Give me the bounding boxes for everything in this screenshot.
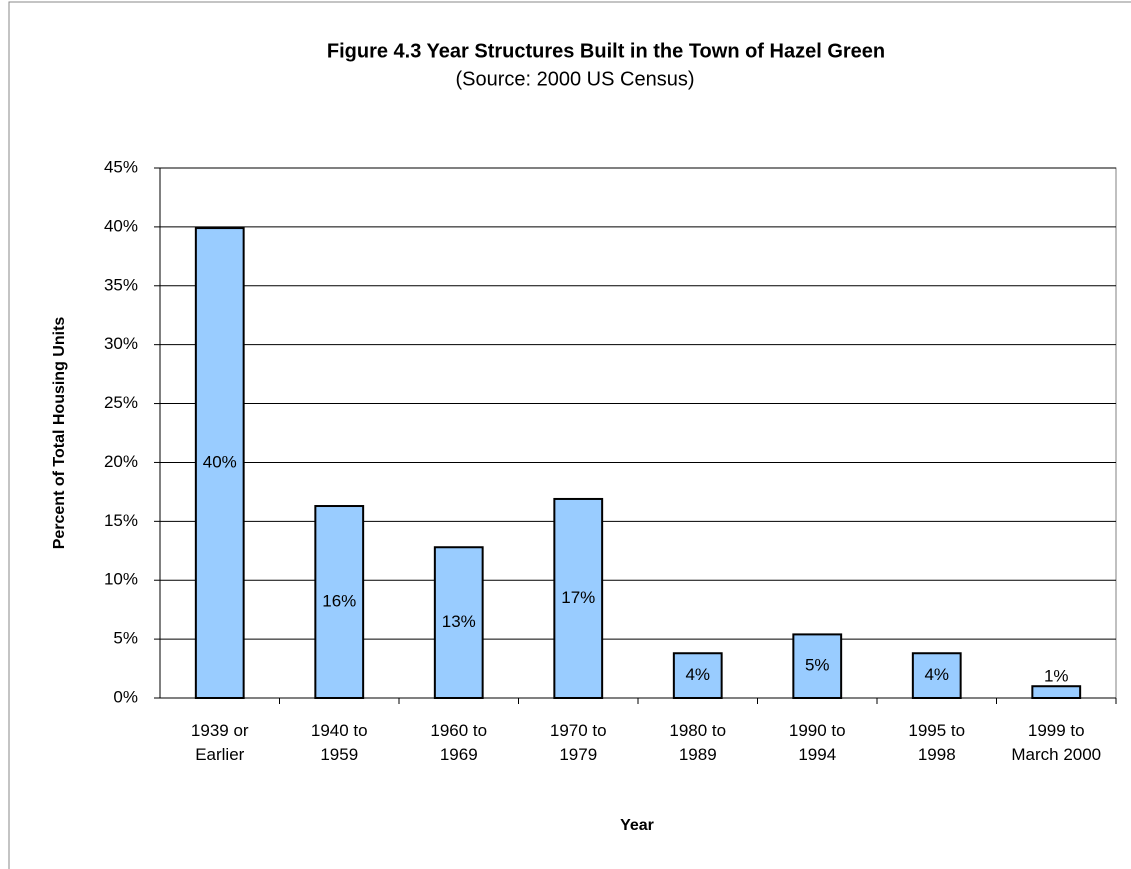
- y-tick-label: 45%: [104, 157, 138, 176]
- y-tick-label: 25%: [104, 393, 138, 412]
- y-tick-label: 40%: [104, 216, 138, 235]
- x-axis-title: Year: [620, 817, 654, 834]
- data-label: 40%: [203, 453, 237, 472]
- bar: [911, 652, 962, 699]
- data-label: 5%: [805, 656, 830, 675]
- bar: [1031, 685, 1082, 700]
- bar: [553, 497, 604, 700]
- x-tick-label: 1990 to 1994: [789, 721, 846, 764]
- data-label: 16%: [322, 591, 356, 610]
- x-tick-label: 1995 to 1998: [908, 721, 965, 764]
- data-label: 4%: [685, 665, 710, 684]
- x-tick-label: 1980 to 1989: [669, 721, 726, 764]
- bar: [314, 505, 365, 699]
- data-label: 17%: [561, 588, 595, 607]
- y-tick-label: 15%: [104, 511, 138, 530]
- x-tick-label: 1999 to March 2000: [1011, 721, 1101, 764]
- y-axis-title: Percent of Total Housing Units: [51, 317, 68, 550]
- x-tick-label: 1970 to 1979: [550, 721, 607, 764]
- data-label: 4%: [924, 665, 949, 684]
- bar: [194, 227, 245, 699]
- data-label: 13%: [442, 612, 476, 631]
- bar: [433, 546, 484, 699]
- x-tick-label: 1960 to 1969: [430, 721, 487, 764]
- y-tick-label: 35%: [104, 275, 138, 294]
- x-tick-label: 1940 to 1959: [311, 721, 368, 764]
- chart-title: Figure 4.3 Year Structures Built in the …: [327, 40, 885, 62]
- y-tick-label: 5%: [113, 629, 138, 648]
- x-tick-label: 1939 or Earlier: [191, 721, 249, 764]
- chart-subtitle: (Source: 2000 US Census): [455, 68, 694, 90]
- bar: [672, 652, 723, 699]
- y-tick-label: 10%: [104, 570, 138, 589]
- y-tick-label: 0%: [113, 687, 138, 706]
- data-label: 1%: [1044, 666, 1069, 685]
- bar: [792, 633, 843, 700]
- chart-frame: [8, 1, 1131, 869]
- y-tick-label: 30%: [104, 334, 138, 353]
- plot-area: [159, 167, 1117, 699]
- y-tick-label: 20%: [104, 452, 138, 471]
